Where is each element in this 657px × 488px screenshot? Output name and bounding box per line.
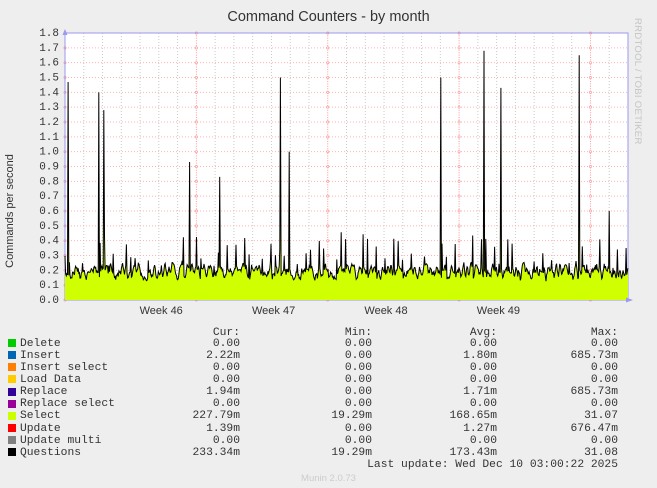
svg-text:0.5: 0.5	[39, 221, 59, 233]
svg-text:0.3: 0.3	[39, 251, 59, 263]
svg-text:0.1: 0.1	[39, 280, 59, 292]
svg-text:1.0: 1.0	[39, 147, 59, 159]
svg-text:1.4: 1.4	[39, 87, 59, 99]
svg-text:1.5: 1.5	[39, 73, 59, 85]
svg-text:1.6: 1.6	[39, 58, 59, 70]
svg-text:0.7: 0.7	[39, 191, 59, 203]
svg-text:1.7: 1.7	[39, 43, 59, 55]
svg-text:Week 46: Week 46	[140, 305, 183, 317]
svg-text:1.1: 1.1	[39, 132, 59, 144]
svg-text:0.2: 0.2	[39, 265, 59, 277]
svg-text:0.6: 0.6	[39, 206, 59, 218]
svg-text:0.8: 0.8	[39, 176, 59, 188]
svg-text:Week 48: Week 48	[364, 305, 407, 317]
svg-text:0.0: 0.0	[39, 295, 59, 307]
svg-text:1.8: 1.8	[39, 28, 59, 40]
svg-text:Week 47: Week 47	[252, 305, 295, 317]
svg-text:0.9: 0.9	[39, 162, 59, 174]
svg-text:1.3: 1.3	[39, 102, 59, 114]
svg-text:1.2: 1.2	[39, 117, 59, 129]
svg-text:Week 49: Week 49	[477, 305, 520, 317]
svg-text:0.4: 0.4	[39, 236, 59, 248]
